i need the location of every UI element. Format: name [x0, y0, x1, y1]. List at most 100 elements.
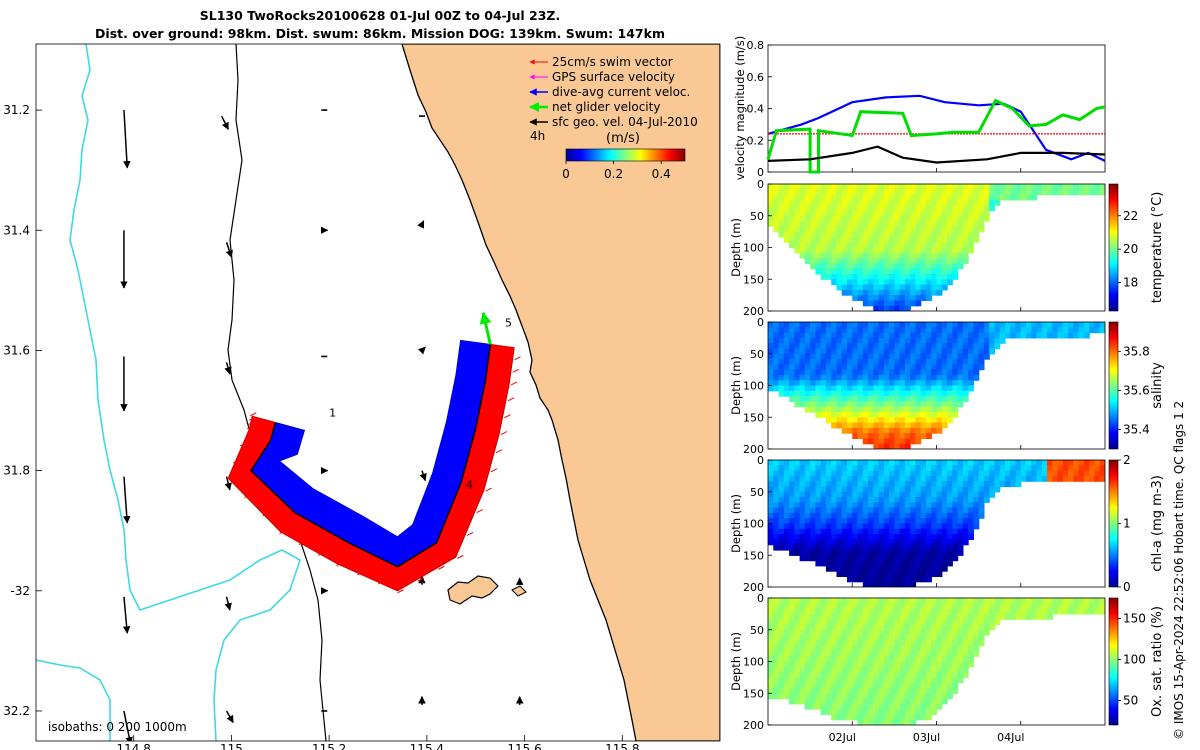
- chla-section-cell: [941, 486, 948, 493]
- oxygen-section-cell: [836, 598, 843, 604]
- salinity-section-cell: [778, 343, 785, 350]
- oxygen-section-cell: [852, 619, 859, 626]
- oxygen-section-cell: [804, 682, 811, 689]
- oxygen-section-cell: [899, 624, 906, 631]
- chla-section-cell: [947, 555, 953, 562]
- oxygen-section-cell: [1010, 598, 1017, 604]
- oxygen-section-cell: [920, 661, 927, 668]
- chla-section-cell: [836, 550, 843, 556]
- chla-section-cell: [936, 497, 943, 503]
- temperature-section-cell: [920, 268, 927, 275]
- chla-section-cell: [915, 481, 922, 488]
- chla-section-cell: [768, 502, 774, 509]
- chla-section-cell: [857, 497, 864, 503]
- oxygen-section-cell: [889, 682, 895, 689]
- temperature-section-cell: [978, 184, 985, 190]
- chla-section-cell: [962, 486, 969, 493]
- salinity-section-cell: [873, 443, 880, 449]
- oxygen-section-cell: [962, 640, 969, 647]
- oxygen-section-cell: [1031, 603, 1038, 610]
- chla-section-cell: [873, 497, 880, 503]
- isobath-label: isobaths: 0 200 1000m: [48, 720, 187, 734]
- chla-section-cell: [831, 470, 838, 477]
- chla-section-cell: [820, 539, 827, 546]
- temperature-section-cell: [831, 215, 838, 222]
- salinity-section-cell: [836, 390, 843, 397]
- geo-vector: [417, 220, 425, 229]
- chla-section-cell: [904, 560, 911, 567]
- salinity-section-cell: [831, 422, 838, 429]
- salinity-section-cell: [773, 353, 780, 360]
- oxygen-section-cell: [862, 608, 869, 615]
- temperature-section-cell: [820, 258, 827, 264]
- temperature-section-cell: [941, 210, 948, 217]
- temperature-section-cell: [894, 194, 901, 201]
- temperature-section-cell: [973, 189, 980, 196]
- oxygen-section-cell: [841, 640, 848, 647]
- chla-section-cell: [915, 486, 922, 493]
- chla-section-cell: [831, 544, 838, 551]
- chla-section-cell: [794, 528, 801, 535]
- temperature-section-cell: [931, 226, 938, 233]
- chla-section-cell: [804, 539, 811, 546]
- salinity-section-cell: [973, 369, 980, 376]
- salinity-section-cell: [852, 396, 859, 402]
- temperature-section-cell: [831, 221, 838, 227]
- chla-section-cell: [857, 518, 864, 525]
- oxygen-section-cell: [883, 677, 890, 684]
- oxygen-section-cell: [947, 656, 953, 663]
- oxygen-section-cell: [910, 688, 917, 694]
- oxygen-section-cell: [936, 661, 943, 668]
- map-colorbar-tick-label: 0.2: [604, 167, 623, 181]
- oxygen-section-cell: [968, 608, 974, 615]
- chla-section-cell: [831, 550, 838, 556]
- chla-section-cell: [815, 560, 822, 567]
- salinity-section-cell: [957, 348, 964, 355]
- salinity-section-cell: [947, 401, 953, 408]
- temperature-section-cell: [915, 247, 922, 254]
- temperature-section-cell: [815, 263, 822, 270]
- chla-section-cell: [915, 565, 922, 572]
- chla-section-cell: [789, 486, 795, 493]
- oxygen-ytick-label: 0: [757, 592, 764, 605]
- salinity-section-cell: [920, 369, 927, 376]
- temperature-section-cell: [1052, 189, 1059, 196]
- chla-section-cell: [947, 534, 953, 540]
- chla-section-cell: [820, 491, 827, 498]
- oxygen-section-cell: [878, 603, 885, 610]
- salinity-section-cell: [941, 332, 948, 339]
- chla-section-cell: [820, 465, 827, 472]
- oxygen-section-cell: [862, 672, 869, 678]
- salinity-section-cell: [810, 401, 816, 408]
- oxygen-section-cell: [768, 619, 774, 626]
- temperature-section-cell: [831, 279, 838, 286]
- oxygen-section-cell: [857, 635, 864, 641]
- oxygen-section-cell: [1036, 598, 1043, 604]
- chla-section-cell: [1089, 460, 1096, 466]
- chla-section-cell: [852, 502, 859, 509]
- chla-section-cell: [926, 523, 932, 530]
- salinity-section-cell: [931, 337, 938, 344]
- temperature-section-cell: [836, 189, 843, 196]
- chla-section-cell: [852, 571, 859, 577]
- salinity-section-cell: [836, 374, 843, 381]
- chla-section-cell: [1094, 475, 1101, 482]
- salinity-section-cell: [789, 327, 795, 334]
- oxygen-section-cell: [878, 608, 885, 615]
- salinity-section-cell: [873, 433, 880, 439]
- chla-section-cell: [978, 502, 985, 509]
- temperature-section-cell: [868, 300, 874, 307]
- chla-section-cell: [920, 507, 927, 514]
- chla-section-cell: [799, 550, 806, 556]
- salinity-section-cell: [789, 396, 795, 402]
- chla-section-cell: [994, 460, 1001, 466]
- oxygen-section-cell: [857, 608, 864, 615]
- salinity-section-cell: [910, 343, 917, 350]
- temperature-section-cell: [915, 221, 922, 227]
- oxygen-section-cell: [904, 677, 911, 684]
- temperature-section-cell: [778, 231, 785, 238]
- temperature-section-cell: [1015, 184, 1022, 190]
- temperature-section-cell: [857, 279, 864, 286]
- chla-section-cell: [878, 528, 885, 535]
- salinity-section-cell: [915, 422, 922, 429]
